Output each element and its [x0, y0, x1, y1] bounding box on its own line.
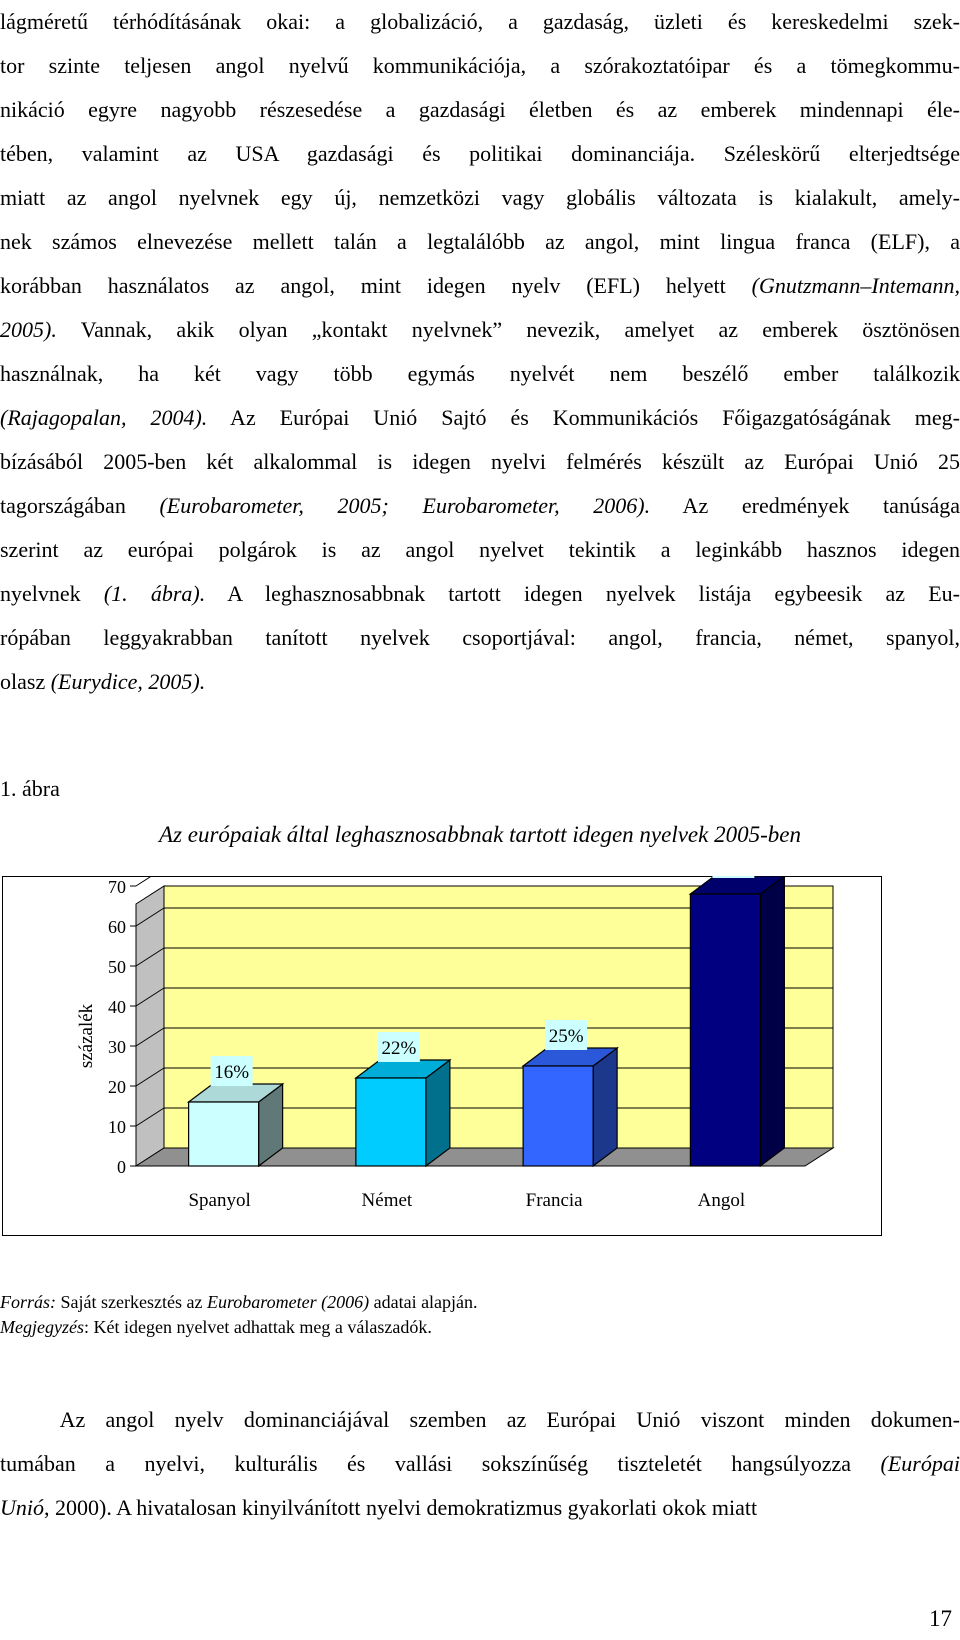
text-line: miatt az angol nyelvnek egy új, nemzetkö…	[0, 176, 960, 220]
text-segment: nyelvnek	[0, 581, 104, 606]
text-segment: A leghasznosabbnak tartott idegen nyelve…	[205, 581, 960, 606]
y-tick-label: 20	[108, 1077, 126, 1097]
gridline	[135, 876, 153, 887]
source-line: Forrás: Saját szerkesztés az Eurobaromet…	[0, 1290, 478, 1315]
text-line: szerint az európai polgárok is az angol …	[0, 528, 960, 572]
body-paragraph-2: Az angol nyelv dominanciájával szemben a…	[0, 1398, 960, 1530]
text-segment: korábban használatos az angol, mint ideg…	[0, 273, 752, 298]
gridline	[135, 907, 165, 927]
gridline	[135, 947, 165, 967]
y-tick-label: 30	[108, 1037, 126, 1057]
text-line: Az angol nyelv dominanciájával szemben a…	[0, 1398, 960, 1442]
body-paragraph-1: lágméretű térhódításának okai: a globali…	[0, 0, 960, 704]
data-label-box	[712, 876, 755, 878]
text-line: 2005). Vannak, akik olyan „kontakt nyelv…	[0, 308, 960, 352]
text-segment: tében, valamint az USA gazdasági és poli…	[0, 141, 960, 166]
text-segment: Vannak, akik olyan „kontakt nyelvnek” ne…	[56, 317, 960, 342]
text-segment: nek számos elnevezése mellett talán a le…	[0, 229, 960, 254]
text-segment: használnak, ha két vagy több egymás nyel…	[0, 361, 960, 386]
y-axis-label: százalék	[76, 1003, 97, 1068]
text-segment: rópában leggyakrabban tanított nyelvek c…	[0, 625, 960, 650]
x-tick-label: Német	[362, 1190, 413, 1211]
citation: (Rajagopalan, 2004).	[0, 405, 208, 430]
bar	[522, 1065, 594, 1167]
y-tick-label: 40	[108, 997, 126, 1017]
bar	[689, 893, 761, 1167]
citation: (Európai	[880, 1451, 960, 1476]
bar	[188, 1101, 260, 1167]
text-segment: Az eredmények tanúsága	[650, 493, 960, 518]
figure-source-note: Forrás: Saját szerkesztés az Eurobaromet…	[0, 1290, 478, 1340]
x-tick-label: Angol	[698, 1190, 746, 1211]
data-label: 22%	[381, 1038, 416, 1059]
text-segment: tagországában	[0, 493, 160, 518]
text-segment: : Két idegen nyelvet adhattak meg a vála…	[83, 1317, 432, 1337]
text-line: nek számos elnevezése mellett talán a le…	[0, 220, 960, 264]
page-number: 17	[929, 1606, 952, 1631]
y-tick-label: 60	[108, 917, 126, 937]
text-segment: adatai alapján.	[369, 1292, 478, 1312]
text-segment: Forrás:	[0, 1292, 57, 1312]
text-line: lágméretű térhódításának okai: a globali…	[0, 0, 960, 44]
text-line: korábban használatos az angol, mint ideg…	[0, 264, 960, 308]
text-segment: olasz	[0, 669, 51, 694]
text-segment: Saját szerkesztés az	[56, 1292, 207, 1312]
note-line: Megjegyzés: Két idegen nyelvet adhattak …	[0, 1315, 478, 1340]
x-tick-label: Spanyol	[188, 1190, 250, 1211]
text-line: tében, valamint az USA gazdasági és poli…	[0, 132, 960, 176]
text-segment: Megjegyzés	[0, 1317, 84, 1337]
bar	[355, 1077, 427, 1167]
text-segment: nikáció egyre nagyobb részesedése a gazd…	[0, 97, 960, 122]
text-line: bízásából 2005-ben két alkalommal is ide…	[0, 440, 960, 484]
y-tick-label: 50	[108, 957, 126, 977]
text-segment: Eurobarometer (2006)	[206, 1292, 370, 1312]
text-segment: bízásából 2005-ben két alkalommal is ide…	[0, 449, 960, 474]
text-segment: , 2000).	[44, 1495, 112, 1520]
text-line: használnak, ha két vagy több egymás nyel…	[0, 352, 960, 396]
citation: (1. ábra).	[103, 581, 206, 606]
text-line: nyelvnek (1. ábra). A leghasznosabbnak t…	[0, 572, 960, 616]
data-label: 25%	[549, 1026, 584, 1047]
data-label: 16%	[214, 1062, 249, 1083]
text-line: olasz (Eurydice, 2005).	[0, 660, 960, 704]
text-segment: tumában a nyelvi, kulturális és vallási …	[0, 1451, 881, 1476]
figure-label: 1. ábra	[0, 776, 60, 801]
y-tick-label: 0	[117, 1157, 126, 1177]
text-line: rópában leggyakrabban tanított nyelvek c…	[0, 616, 960, 660]
text-line: tumában a nyelvi, kulturális és vallási …	[0, 1442, 960, 1486]
text-line: (Rajagopalan, 2004). Az Európai Unió Saj…	[0, 396, 960, 440]
text-segment: miatt az angol nyelvnek egy új, nemzetkö…	[0, 185, 960, 210]
text-line: tagországában (Eurobarometer, 2005; Euro…	[0, 484, 960, 528]
text-segment: Az angol nyelv dominanciájával szemben a…	[0, 1407, 960, 1432]
bar-side	[592, 1046, 618, 1168]
gridline	[135, 1107, 165, 1127]
text-line: nikáció egyre nagyobb részesedése a gazd…	[0, 88, 960, 132]
chart-side-wall	[135, 885, 165, 1167]
data-label-box	[377, 1032, 420, 1062]
citation: 2005).	[0, 317, 57, 342]
text-segment: Az Európai Unió Sajtó és Kommunikációs F…	[207, 405, 960, 430]
text-line: Unió, 2000). A hivatalosan kinyilvánítot…	[0, 1486, 960, 1530]
text-line: tor szinte teljesen angol nyelvű kommuni…	[0, 44, 960, 88]
citation: (Gnutzmann–Intemann,	[751, 273, 960, 298]
text-segment: tor szinte teljesen angol nyelvű kommuni…	[0, 53, 960, 78]
text-segment: A hivatalosan kinyilvánított nyelvi demo…	[111, 1495, 758, 1520]
text-segment: szerint az európai polgárok is az angol …	[0, 537, 960, 562]
text-segment: lágméretű térhódításának okai: a globali…	[0, 9, 960, 34]
figure-title: Az európaiak által leghasznosabbnak tart…	[159, 822, 801, 847]
gridline	[135, 1027, 165, 1047]
bar-side	[759, 876, 785, 1168]
data-label-box	[210, 1056, 253, 1086]
bar-chart: 0 10 20 30 40 50 60 70 százalék 16% Spanyol 22% Néme…	[2, 876, 882, 1236]
gridline	[135, 1067, 165, 1087]
y-tick-label: 70	[108, 877, 126, 897]
citation: Unió	[0, 1495, 44, 1520]
x-tick-label: Francia	[526, 1190, 584, 1211]
citation: (Eurydice, 2005).	[50, 669, 206, 694]
gridline	[135, 987, 165, 1007]
data-label-box	[545, 1020, 588, 1050]
y-tick-label: 10	[108, 1117, 126, 1137]
citation: (Eurobarometer, 2005; Eurobarometer, 200…	[159, 493, 651, 518]
